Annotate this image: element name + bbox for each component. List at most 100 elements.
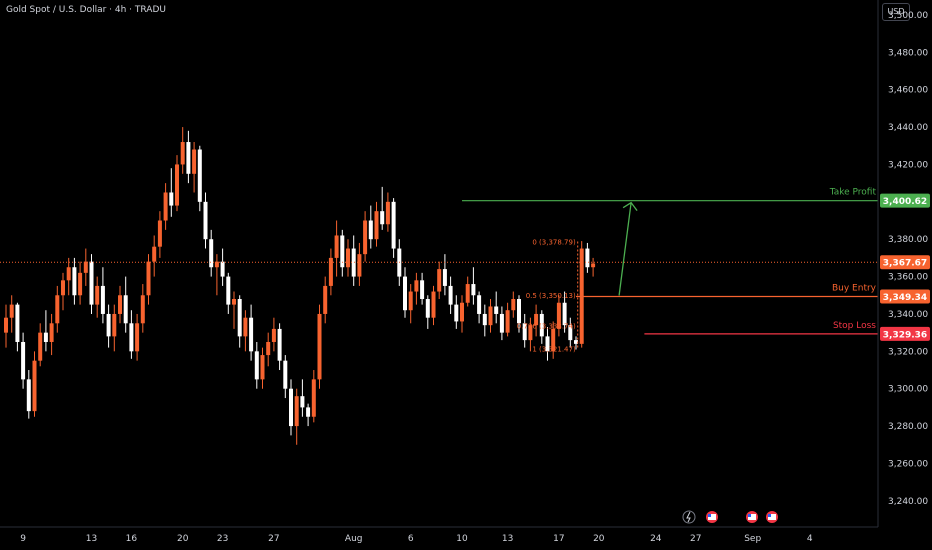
take-profit-price-tag: 3,400.62 <box>883 197 927 207</box>
price-axis[interactable]: 3,240.00 3,260.00 3,280.00 3,300.00 3,320.00… <box>880 11 930 507</box>
candle-body <box>534 313 539 326</box>
candle-body <box>431 291 436 318</box>
candle-body <box>266 341 271 356</box>
candle-body <box>351 248 356 277</box>
candle-body <box>306 407 311 417</box>
candle-body <box>403 276 407 311</box>
candle <box>289 379 293 436</box>
price-tick-label: 3,300.00 <box>888 385 928 395</box>
candle-body <box>323 285 328 314</box>
candle-body <box>249 317 254 352</box>
candle <box>209 229 214 277</box>
candle-body <box>192 149 197 174</box>
candle <box>574 336 578 350</box>
candle <box>38 323 43 367</box>
time-tick-label: 16 <box>126 534 138 544</box>
candle <box>522 313 527 348</box>
candle <box>499 306 504 341</box>
candle-body <box>517 299 521 324</box>
candle <box>346 239 350 277</box>
candle-body <box>511 299 516 311</box>
candle-body <box>448 285 453 305</box>
candle-body <box>43 332 48 342</box>
candle <box>477 291 482 324</box>
time-tick-label: 27 <box>268 534 279 544</box>
candle <box>334 220 339 277</box>
candle-body <box>152 246 157 262</box>
candle <box>72 257 77 305</box>
candle <box>95 276 100 318</box>
candle <box>140 284 145 333</box>
stop-loss-price-tag: 3,329.36 <box>883 330 927 340</box>
time-axis[interactable]: 9 13 16 20 23 27 Aug 6 10 13 17 20 24 27 Sep 4 <box>20 534 813 544</box>
flag-icon[interactable] <box>706 511 718 523</box>
candle-body <box>505 310 510 333</box>
price-tick-label: 3,360.00 <box>888 273 928 283</box>
time-tick-label: 4 <box>807 534 813 544</box>
candle-body <box>317 313 322 380</box>
candle <box>306 403 311 427</box>
candle-body <box>106 313 111 337</box>
candle-body <box>522 323 527 341</box>
candle <box>61 272 65 311</box>
candle-body <box>374 211 379 240</box>
candle <box>232 291 236 329</box>
candle-body <box>180 142 185 165</box>
candle <box>294 388 299 445</box>
candle <box>368 205 373 249</box>
candle-body <box>175 164 179 206</box>
candle <box>442 254 447 296</box>
flag-icon[interactable] <box>746 511 758 523</box>
candle <box>32 351 37 417</box>
time-tick-label: 20 <box>593 534 605 544</box>
candle-body <box>437 269 442 292</box>
candle-body <box>21 341 26 380</box>
candle <box>226 272 231 314</box>
candle-body <box>197 149 202 202</box>
candle <box>277 323 282 371</box>
candle <box>488 299 493 333</box>
candle <box>66 257 71 296</box>
candle <box>460 295 464 333</box>
candle <box>465 276 470 307</box>
candle-body <box>482 313 487 326</box>
price-tick-label: 3,280.00 <box>888 422 928 432</box>
candle <box>403 267 407 318</box>
candle <box>340 229 345 277</box>
candle-body <box>243 317 248 337</box>
candle <box>214 254 219 296</box>
candle <box>186 130 191 184</box>
candle <box>300 379 305 417</box>
flag-icon[interactable] <box>766 511 778 523</box>
candle-body <box>9 304 14 318</box>
candle <box>169 168 174 217</box>
candle-body <box>408 291 413 311</box>
price-tick-label: 3,380.00 <box>888 235 928 245</box>
candle <box>494 291 499 324</box>
candle <box>562 291 567 333</box>
candle-body <box>163 192 168 221</box>
currency-button[interactable]: USD <box>882 3 910 21</box>
candle <box>89 254 94 314</box>
candle-body <box>209 239 214 268</box>
candle-body <box>118 295 122 314</box>
fib-label: 0.5 (3,350.13) <box>526 292 576 300</box>
candle <box>203 192 208 249</box>
candle <box>317 304 322 389</box>
buy-entry-label: Buy Entry <box>832 284 877 294</box>
candle-body <box>454 304 459 322</box>
candle-body <box>283 360 288 389</box>
buy-entry-price-tag: 3,349.34 <box>883 293 927 303</box>
lightning-glyph <box>686 511 691 523</box>
lightning-icon[interactable] <box>682 510 696 524</box>
candle <box>539 310 544 344</box>
events-bar <box>682 510 778 524</box>
target-arrow-line <box>618 202 632 296</box>
candle-body <box>4 317 8 333</box>
candle <box>517 295 521 333</box>
candle-body <box>100 285 105 314</box>
price-tick-label: 3,320.00 <box>888 347 928 357</box>
candle <box>568 317 573 348</box>
candle-body <box>214 261 219 268</box>
